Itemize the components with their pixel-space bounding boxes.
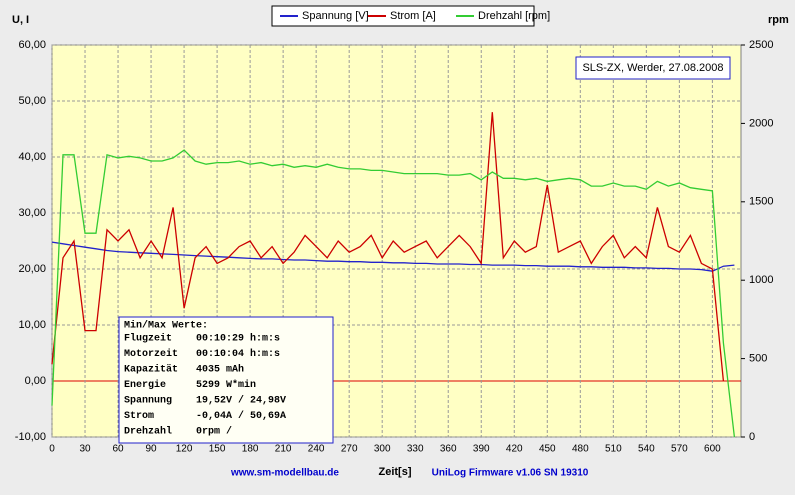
legend-label: Spannung [V]	[302, 10, 369, 22]
y-tick-label: 50,00	[18, 95, 46, 107]
legend-items: Spannung [V] Strom [A] Drehzahl [rpm]	[280, 10, 550, 22]
y-tick-label: 0,00	[25, 375, 46, 387]
info-value: 19,52V / 24,98V	[196, 395, 286, 407]
y2-tick-label: 2000	[749, 117, 773, 129]
lines	[51, 112, 736, 438]
x-tick-label: 150	[209, 444, 226, 455]
info-value: 5299 W*min	[196, 379, 256, 391]
y-tick-label: -10,00	[15, 431, 46, 443]
x-tick-label: 450	[539, 444, 556, 455]
x-tick-label: 270	[341, 444, 358, 455]
x-tick-label: 480	[572, 444, 589, 455]
x-tick-label: 360	[440, 444, 457, 455]
y2-tick-label: 1500	[749, 196, 773, 208]
y-tick-label: 60,00	[18, 39, 46, 51]
series-line	[51, 149, 736, 438]
y2-tick-label: 500	[749, 353, 767, 365]
info-value: 00:10:04 h:m:s	[196, 348, 280, 360]
y2-tick-label: 0	[749, 431, 755, 443]
x-tick-label: 120	[176, 444, 193, 455]
info-label: Strom	[124, 411, 154, 422]
info-label: Kapazität	[124, 364, 178, 376]
info-value: 4035 mAh	[196, 364, 244, 376]
x-tick-label: 210	[275, 444, 292, 455]
info-label: Flugzeit	[124, 333, 172, 345]
x-tick-label: 0	[49, 444, 55, 455]
x-tick-label: 330	[407, 444, 424, 455]
footer-right: UniLog Firmware v1.06 SN 19310	[432, 468, 589, 479]
x-tick-label: 30	[79, 444, 91, 455]
x-tick-label: 540	[638, 444, 655, 455]
x-tick-label: 510	[605, 444, 622, 455]
x-tick-label: 390	[473, 444, 490, 455]
x-tick-label: 300	[374, 444, 391, 455]
x-tick-label: 600	[704, 444, 721, 455]
legend-label: Strom [A]	[390, 10, 436, 22]
info-rows: Flugzeit 00:10:29 h:m:s Motorzeit 00:10:04 …	[124, 333, 286, 438]
series-line	[51, 241, 735, 272]
y2-tick-label: 1000	[749, 274, 773, 286]
y-tick-label: 20,00	[18, 263, 46, 275]
info-label: Spannung	[124, 396, 172, 407]
y-tick-label: 10,00	[18, 319, 46, 331]
x-tick-label: 60	[112, 444, 124, 455]
y-axis-label: U, I	[12, 14, 29, 26]
info-value: 0rpm /	[196, 426, 232, 438]
legend-label: Drehzahl [rpm]	[478, 10, 550, 22]
footer-left: www.sm-modellbau.de	[230, 468, 339, 479]
info-label: Drehzahl	[124, 426, 172, 438]
y2-axis-label: rpm	[768, 14, 789, 26]
x-tick-label: 420	[506, 444, 523, 455]
y-tick-label: 40,00	[18, 151, 46, 163]
info-box	[118, 316, 334, 444]
x-tick-label: 570	[671, 444, 688, 455]
info-title: Min/Max Werte:	[124, 320, 208, 332]
info-label: Energie	[124, 379, 166, 391]
annotation-box	[575, 56, 731, 80]
x-tick-label: 240	[308, 444, 325, 455]
info-value: -0,04A / 50,69A	[196, 410, 286, 422]
x-axis-label: Zeit[s]	[379, 466, 412, 478]
x-tick-label: 90	[145, 444, 157, 455]
info-value: 00:10:29 h:m:s	[196, 333, 280, 345]
x-tick-label: 180	[242, 444, 259, 455]
annotation: SLS-ZX, Werder, 27.08.2008	[582, 62, 723, 74]
info-label: Motorzeit	[124, 348, 178, 360]
legend	[271, 5, 535, 27]
y-tick-label: 30,00	[18, 207, 46, 219]
y2-tick-label: 2500	[749, 39, 773, 51]
series-line	[51, 112, 725, 382]
